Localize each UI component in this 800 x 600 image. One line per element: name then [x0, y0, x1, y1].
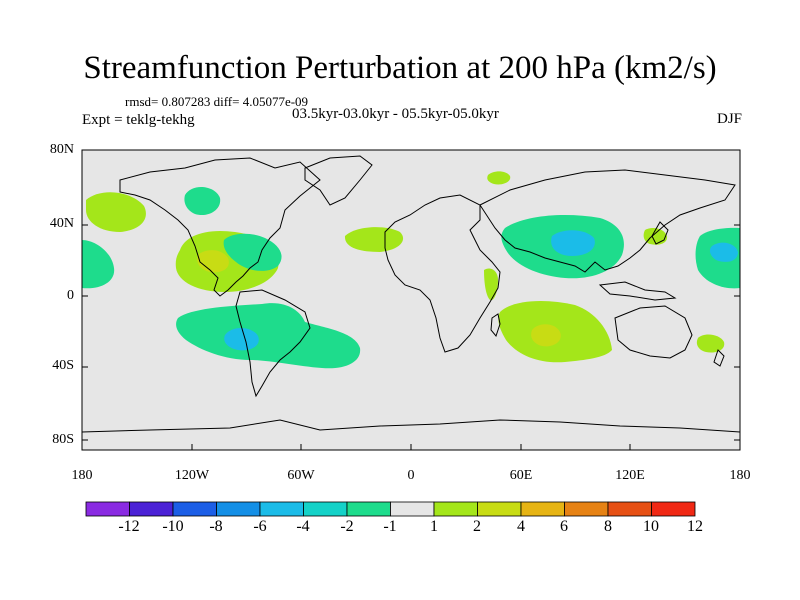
coast-greenland — [304, 155, 373, 206]
y-label-0: 0 — [67, 288, 74, 303]
x-label-180-right: 180 — [729, 468, 751, 483]
map-title: Streamfunction Perturbation at 200 hPa (… — [83, 50, 717, 86]
coast-north-america — [119, 157, 321, 297]
colorbar-swatch — [85, 501, 130, 517]
colorbar-label: -12 — [118, 518, 140, 535]
coast-australia — [614, 305, 693, 359]
y-label-80n: 80N — [49, 142, 74, 157]
contour-north-america-positive-inner — [197, 250, 229, 273]
contour-south-america-negative — [176, 303, 361, 369]
contour-atlantic-positive — [344, 227, 404, 252]
colorbar-label: 4 — [517, 518, 525, 535]
colorbar-label: 12 — [687, 518, 703, 535]
colorbar-swatch — [303, 501, 348, 517]
contour-west-pacific-negative-inner — [709, 242, 738, 262]
contour-japan-positive — [643, 228, 668, 245]
contour-arctic-positive — [487, 171, 511, 185]
colorbar-swatch — [390, 501, 435, 517]
coast-new-zealand — [713, 349, 725, 367]
colorbar-label: 2 — [473, 518, 481, 535]
colorbar-swatch — [129, 501, 174, 517]
season-label: DJF — [716, 111, 742, 127]
coast-antarctica — [81, 419, 741, 433]
colorbar-label: -4 — [296, 518, 310, 535]
y-label-40s: 40S — [52, 358, 74, 373]
colorbar-label: 6 — [560, 518, 568, 535]
x-label-180-left: 180 — [71, 468, 93, 483]
period-label: 03.5kyr-03.0kyr - 05.5kyr-05.0kyr — [292, 106, 499, 122]
experiment-label: Expt = teklg-tekhg — [82, 112, 195, 128]
colorbar-swatch — [651, 501, 696, 517]
coast-maritime-continent — [598, 281, 677, 301]
x-label-120w: 120W — [174, 468, 210, 483]
colorbar-label: -10 — [162, 518, 184, 535]
x-label-0: 0 — [407, 468, 415, 483]
rmsd-diff-stats: rmsd= 0.807283 diff= 4.05077e-09 — [125, 94, 309, 109]
colorbar-swatch — [259, 501, 304, 517]
contour-fields — [82, 171, 740, 369]
coast-japan — [651, 221, 669, 245]
colorbar-swatch — [216, 501, 261, 517]
colorbar-label: -2 — [340, 518, 354, 535]
x-label-120e: 120E — [615, 468, 645, 483]
x-label-60w: 60W — [287, 468, 315, 483]
colorbar-label: 10 — [643, 518, 659, 535]
colorbar-swatch — [433, 501, 478, 517]
colorbar-swatch — [607, 501, 652, 517]
contour-asia-negative-inner — [551, 230, 595, 256]
contour-npac-positive — [86, 192, 146, 232]
colorbar-swatch — [346, 501, 391, 517]
contour-central-pacific-negative — [82, 240, 115, 289]
colorbar-label: -6 — [253, 518, 267, 535]
colorbar-label: 8 — [604, 518, 612, 535]
coast-asia — [479, 169, 736, 273]
colorbar-swatch — [564, 501, 609, 517]
colorbar-swatch — [477, 501, 522, 517]
coastlines — [81, 155, 741, 433]
colorbar-label: -1 — [383, 518, 397, 535]
coast-south-america — [235, 289, 311, 398]
y-label-80s: 80S — [52, 432, 74, 447]
contour-alaska-negative — [184, 187, 221, 216]
colorbar-label: 1 — [430, 518, 438, 535]
contour-sw-pacific-positive — [696, 334, 725, 353]
coast-madagascar — [490, 313, 501, 338]
colorbar — [85, 501, 696, 517]
x-label-60e: 60E — [509, 468, 533, 483]
axis-ticks — [81, 149, 741, 450]
y-label-40n: 40N — [49, 216, 74, 231]
coast-europe-africa — [384, 194, 501, 353]
contour-indian-ocean-positive-inner — [531, 324, 561, 347]
colorbar-label: -8 — [209, 518, 223, 535]
contour-south-america-negative-inner — [224, 327, 259, 351]
colorbar-swatch — [172, 501, 217, 517]
map-background — [82, 150, 740, 450]
colorbar-swatch — [520, 501, 565, 517]
contour-east-africa-positive — [484, 268, 498, 301]
